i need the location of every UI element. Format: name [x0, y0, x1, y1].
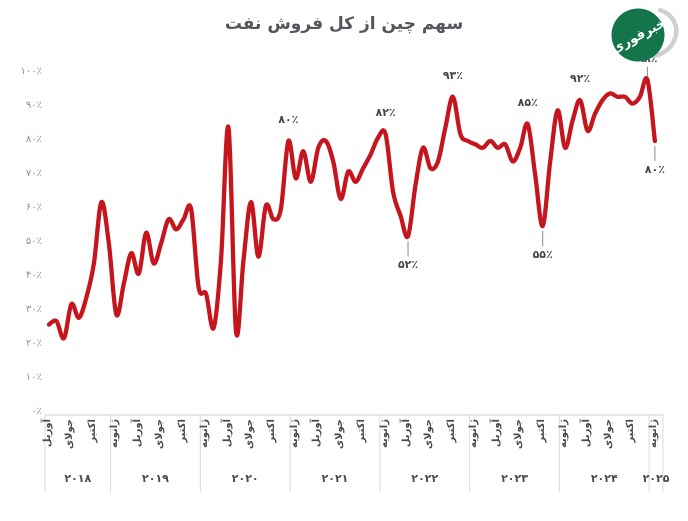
x-month-label: اکتبر	[625, 419, 637, 443]
x-month-label: آوریل	[580, 419, 592, 448]
x-month-label: جولای	[423, 419, 435, 450]
x-month-label: اکتبر	[86, 419, 98, 443]
x-year-label: ۲۰۲۱	[321, 472, 349, 485]
oil-share-line	[46, 76, 658, 341]
x-year-label: ۲۰۲۳	[501, 472, 528, 485]
y-axis-tick-label: ۵۰٪	[25, 236, 42, 247]
x-year-label: ۲۰۲۰	[231, 472, 259, 485]
data-annotation: ۸۲٪	[375, 106, 396, 120]
x-month-label: جولای	[603, 419, 614, 450]
x-month-label: ژانویه	[288, 419, 300, 449]
x-month-label: ژانویه	[109, 419, 121, 449]
x-month-label: اکتبر	[445, 419, 457, 443]
x-month-label: آوریل	[131, 419, 143, 448]
x-year-label: ۲۰۲۴	[590, 472, 618, 485]
y-axis-tick-label: ۰٪	[31, 406, 42, 417]
data-annotation: ۹۳٪	[442, 68, 463, 82]
x-year-label: ۲۰۱۹	[142, 472, 169, 485]
data-annotation: ۸۰٪	[278, 113, 299, 126]
x-month-label: آوریل	[311, 419, 323, 448]
x-month-label: اکتبر	[535, 419, 547, 443]
y-axis-tick-label: ۹۰٪	[25, 100, 42, 111]
x-month-label: ژانویه	[199, 419, 211, 449]
x-month-label: ژانویه	[647, 419, 659, 449]
x-month-label: آوریل	[401, 419, 413, 448]
x-month-label: اکتبر	[176, 419, 188, 443]
data-annotation: ۸۰٪	[644, 163, 665, 176]
data-annotation: ۹۲٪	[570, 72, 591, 86]
x-month-label: آوریل	[42, 419, 53, 448]
x-month-label: جولای	[64, 419, 76, 450]
x-month-label: اکتبر	[356, 419, 368, 443]
y-axis-tick-label: ۴۰٪	[25, 270, 42, 281]
y-axis-tick-label: ۷۰٪	[25, 168, 42, 179]
chart-title: سهم چین از کل فروش نفت	[224, 14, 464, 34]
x-month-label: ژانویه	[558, 419, 570, 449]
x-month-label: جولای	[333, 419, 345, 450]
khabarfoori-logo: خبرفوری	[609, 7, 679, 62]
x-month-label: اکتبر	[266, 419, 278, 443]
data-annotation: ۵۲٪	[397, 258, 419, 272]
y-axis-tick-label: ۸۰٪	[25, 134, 42, 145]
y-axis-tick-label: ۳۰٪	[25, 304, 42, 315]
x-month-label: آوریل	[221, 419, 233, 448]
y-axis-tick-label: ۱۰٪	[25, 372, 42, 383]
data-annotation: ۵۵٪	[532, 248, 553, 261]
x-month-label: جولای	[513, 419, 525, 450]
x-year-label: ۲۰۱۸	[64, 472, 92, 485]
x-month-label: جولای	[243, 419, 255, 450]
x-year-label: ۲۰۲۵	[642, 472, 670, 485]
x-month-label: ژانویه	[468, 419, 480, 449]
y-axis-tick-label: ۶۰٪	[25, 202, 42, 213]
y-axis-tick-label: ۲۰٪	[25, 338, 42, 349]
x-month-label: جولای	[154, 419, 166, 450]
x-month-label: آوریل	[490, 419, 502, 448]
x-month-label: ژانویه	[378, 419, 390, 449]
data-annotation: ۸۵٪	[517, 96, 538, 109]
x-year-label: ۲۰۲۲	[411, 472, 439, 485]
logo-circle	[611, 8, 665, 62]
y-axis-tick-label: ۱۰۰٪	[20, 66, 42, 77]
